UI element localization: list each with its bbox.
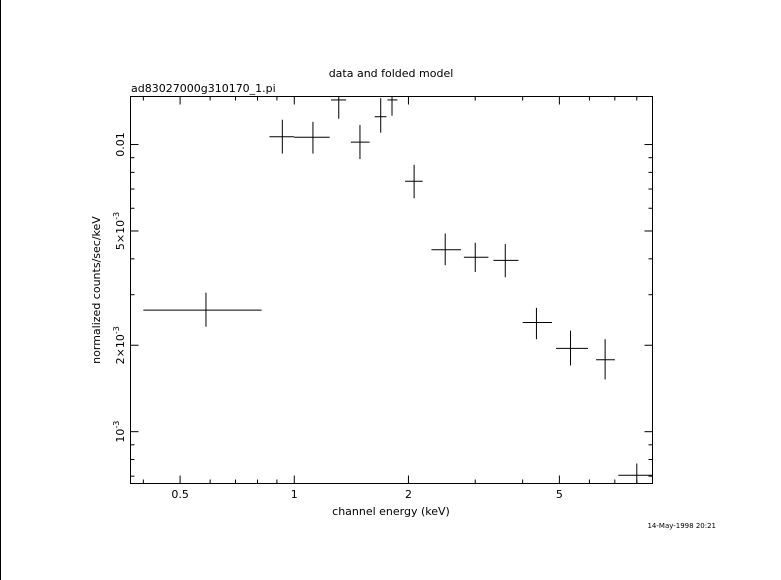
x-axis-label: channel energy (keV) — [332, 505, 450, 518]
y-axis-label: normalized counts/sec/keV — [90, 216, 103, 364]
y-tick-label: 0.01 — [114, 132, 127, 157]
timestamp-footer: 14-May-1998 20:21 — [647, 522, 716, 530]
x-tick-label: 1 — [291, 488, 298, 501]
data-point — [493, 244, 519, 278]
chart-title: data and folded model — [329, 67, 454, 80]
data-point — [294, 121, 330, 154]
data-point — [143, 292, 262, 327]
data-point — [596, 339, 615, 380]
data-point — [374, 98, 387, 133]
data-point — [556, 330, 589, 366]
data-point — [387, 96, 398, 116]
chart-subtitle: ad83027000g310170_1.pi — [131, 82, 276, 95]
y-axis-ticks: 10-3 2×10-3 5×10-3 0.01 — [112, 132, 653, 477]
x-tick-label: 0.5 — [171, 488, 189, 501]
window-left-border — [0, 0, 1, 580]
data-point — [331, 96, 347, 119]
data-point — [350, 124, 370, 160]
data-point — [405, 164, 423, 199]
plot-frame — [130, 96, 653, 484]
y-tick-label: 2×10-3 — [112, 326, 127, 364]
data-point — [431, 233, 461, 266]
y-tick-label: 10-3 — [112, 421, 127, 443]
y-tick-label: 5×10-3 — [112, 212, 127, 250]
x-tick-label: 5 — [556, 488, 563, 501]
data-points — [143, 96, 653, 484]
x-tick-label: 2 — [405, 488, 412, 501]
x-axis-ticks: 0.5 1 2 5 — [142, 96, 638, 501]
data-point — [522, 307, 552, 340]
data-point — [269, 119, 295, 154]
data-point — [463, 242, 489, 272]
data-point — [618, 463, 653, 484]
